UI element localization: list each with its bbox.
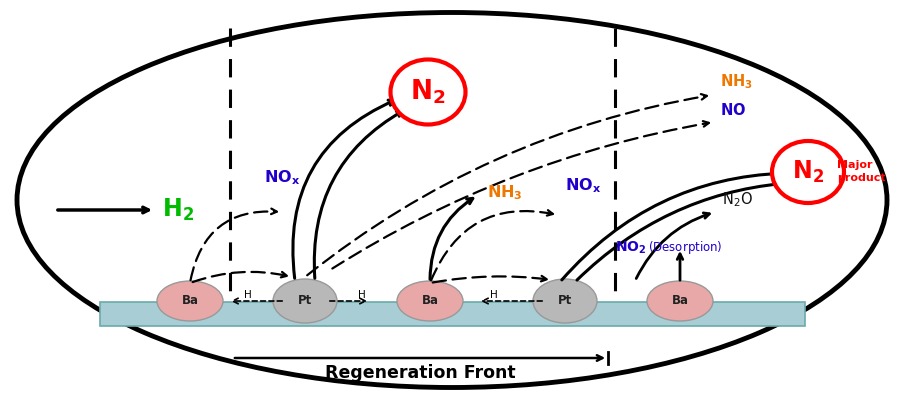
- Text: $\mathbf{H_2}$: $\mathbf{H_2}$: [162, 197, 194, 223]
- Text: $\mathrm{(Desorption)}$: $\mathrm{(Desorption)}$: [648, 239, 722, 257]
- Text: $\mathbf{NO}$: $\mathbf{NO}$: [720, 102, 746, 118]
- Ellipse shape: [157, 281, 223, 321]
- Text: $\mathbf{N_2}$: $\mathbf{N_2}$: [410, 78, 446, 106]
- Text: $\mathbf{NO_2}$: $\mathbf{NO_2}$: [615, 240, 646, 256]
- Ellipse shape: [533, 279, 597, 323]
- Text: $\mathbf{NH_3}$: $\mathbf{NH_3}$: [487, 184, 523, 203]
- Text: Pt: Pt: [298, 294, 312, 308]
- FancyBboxPatch shape: [100, 302, 805, 326]
- Text: Major: Major: [837, 160, 872, 170]
- Ellipse shape: [397, 281, 463, 321]
- Text: $\mathrm{N_2O}$: $\mathrm{N_2O}$: [722, 190, 753, 209]
- Text: H: H: [491, 290, 498, 300]
- Ellipse shape: [772, 141, 844, 203]
- Text: Ba: Ba: [422, 294, 439, 308]
- Ellipse shape: [647, 281, 713, 321]
- Text: Ba: Ba: [672, 294, 689, 308]
- Text: H: H: [358, 290, 366, 300]
- Text: H: H: [244, 290, 252, 300]
- Text: $\mathbf{NO_x}$: $\mathbf{NO_x}$: [264, 169, 300, 187]
- Ellipse shape: [390, 59, 465, 124]
- Text: $\mathbf{N_2}$: $\mathbf{N_2}$: [792, 159, 824, 185]
- Text: product: product: [837, 173, 886, 183]
- Text: Regeneration Front: Regeneration Front: [325, 364, 515, 382]
- Ellipse shape: [17, 12, 887, 387]
- Text: $\mathbf{NH_3}$: $\mathbf{NH_3}$: [720, 73, 753, 91]
- Text: $\mathbf{NO_x}$: $\mathbf{NO_x}$: [565, 177, 601, 195]
- Ellipse shape: [273, 279, 337, 323]
- Text: Pt: Pt: [557, 294, 572, 308]
- Text: Ba: Ba: [182, 294, 198, 308]
